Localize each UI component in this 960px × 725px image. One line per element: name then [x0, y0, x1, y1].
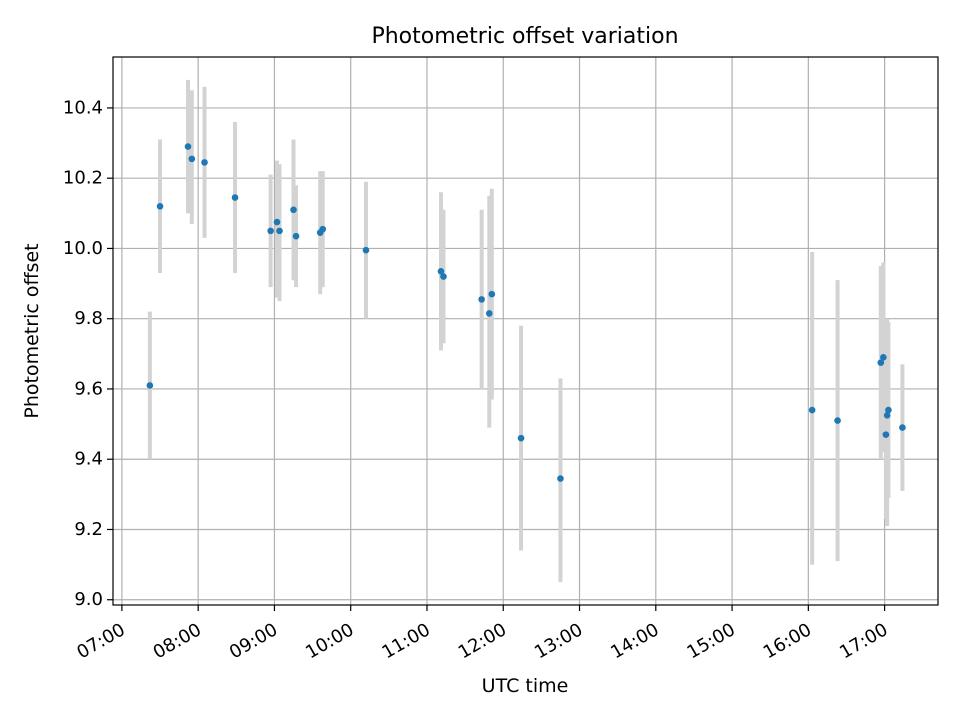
x-tick-label: 07:00 [73, 619, 128, 663]
x-tick-label: 13:00 [531, 619, 586, 663]
data-point [156, 202, 164, 210]
data-point [292, 232, 300, 240]
data-point [267, 227, 274, 235]
chart-title: Photometric offset variation [371, 24, 678, 49]
data-point [808, 406, 816, 414]
x-axis-label: UTC time [482, 675, 569, 697]
x-tick-label: 11:00 [378, 619, 433, 663]
x-tick-label: 10:00 [302, 619, 357, 663]
data-point [276, 227, 283, 235]
data-point [478, 296, 485, 303]
data-point [877, 359, 885, 366]
x-tick-label: 16:00 [760, 619, 815, 663]
data-point [440, 273, 447, 280]
data-point [885, 406, 892, 414]
data-point [437, 267, 445, 275]
x-tick-label: 09:00 [226, 619, 281, 663]
data-point [882, 431, 890, 438]
y-axis-ticks: 9.0 9.2 9.4 9.6 9.8 10.0 10.2 10.4 [63, 97, 113, 610]
y-tick-label: 10.4 [63, 97, 103, 118]
y-tick-label: 10.0 [63, 238, 103, 259]
data-point [362, 246, 370, 254]
data-point [557, 475, 564, 482]
x-tick-label: 14:00 [607, 619, 662, 663]
data-point [201, 159, 208, 166]
y-tick-label: 9.2 [74, 519, 103, 540]
error-bars [147, 79, 905, 583]
x-tick-label: 15:00 [684, 619, 739, 663]
data-point [899, 424, 906, 431]
y-tick-label: 9.6 [74, 378, 103, 399]
data-point [146, 382, 154, 389]
x-tick-label: 08:00 [150, 619, 205, 663]
data-point [231, 194, 239, 201]
data-point [883, 412, 891, 419]
data-point [319, 225, 327, 233]
grid [113, 57, 938, 605]
x-tick-label: 12:00 [455, 619, 510, 663]
data-point [880, 354, 887, 361]
data-point [834, 417, 841, 424]
data-points [146, 143, 906, 482]
x-axis-ticks: 07:00 08:00 09:00 10:00 11:00 12:00 13:00 14:00… [73, 605, 892, 663]
y-tick-label: 9.4 [74, 449, 103, 470]
data-point [184, 143, 192, 150]
data-point [290, 206, 297, 214]
y-tick-label: 9.0 [74, 589, 103, 610]
plot-frame [112, 56, 939, 606]
data-point [517, 434, 525, 442]
y-tick-label: 9.8 [74, 308, 103, 329]
y-axis-label: Photometric offset [21, 243, 43, 418]
y-tick-label: 10.2 [63, 168, 103, 189]
data-point [485, 310, 493, 317]
data-point [188, 155, 196, 163]
data-point [488, 290, 496, 298]
x-tick-label: 17:00 [836, 619, 891, 663]
data-point [273, 218, 281, 226]
